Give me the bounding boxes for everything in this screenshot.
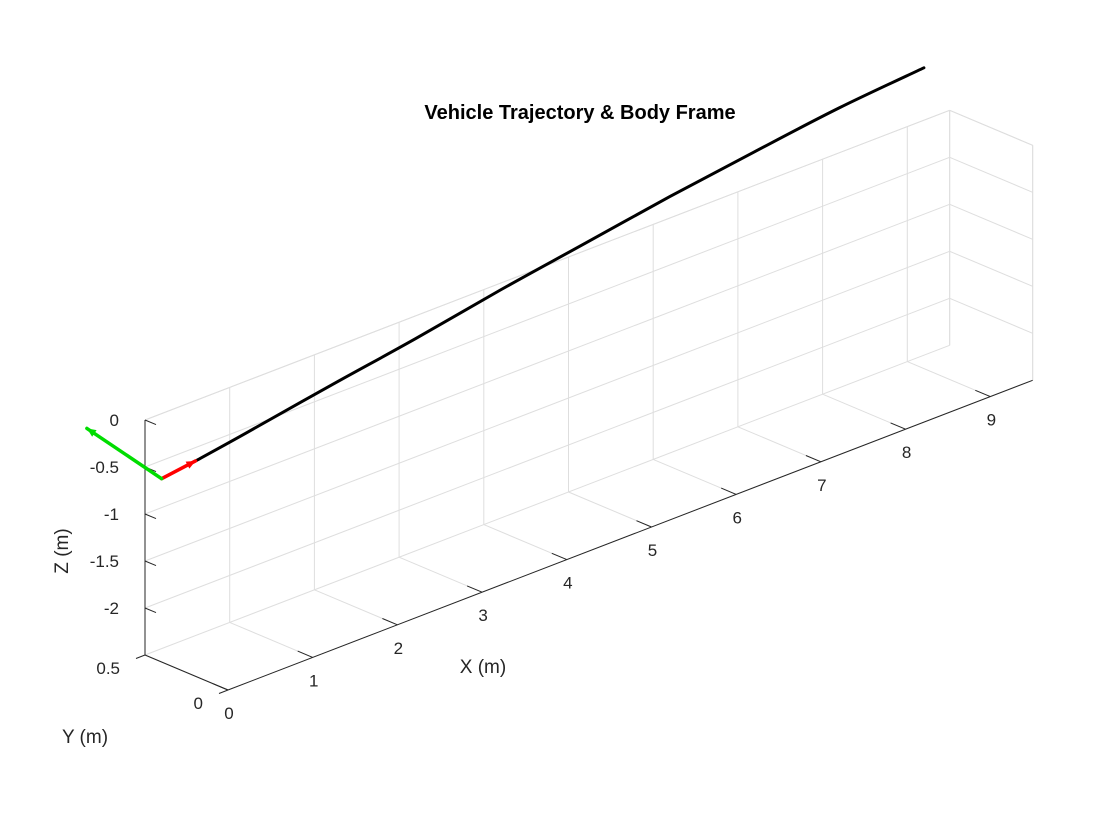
- x-tick-label: 7: [817, 476, 826, 495]
- x-axis-label: X (m): [460, 657, 506, 678]
- box-edge: [949, 109, 1033, 146]
- grid-layer: [144, 109, 1034, 691]
- body-frame-x-arrow-head: [185, 460, 196, 469]
- body-frame-y-arrow: [85, 426, 164, 481]
- z-axis-label: Z (m): [52, 528, 73, 573]
- chart-title: Vehicle Trajectory & Body Frame: [424, 102, 735, 124]
- grid-line-back-z: [144, 297, 950, 609]
- trajectory-line: [194, 66, 926, 463]
- x-tick-label: 1: [309, 671, 318, 690]
- x-tick-mark: [382, 618, 398, 626]
- z-tick-label: -0.5: [90, 458, 119, 477]
- body-frame-y-arrow-head: [86, 428, 97, 437]
- z-tick-mark: [144, 560, 157, 567]
- x-tick-label: 6: [732, 508, 741, 527]
- x-tick-mark: [636, 520, 652, 528]
- grid-line-back-z: [144, 203, 950, 515]
- z-tick-label: -1.5: [90, 552, 119, 571]
- z-tick-mark: [144, 513, 157, 520]
- x-tick-mark: [890, 422, 906, 430]
- grid-line-floor-y: [144, 344, 950, 656]
- x-tick-mark: [805, 455, 822, 463]
- axis-layer: 0 1 2 3 4 5 6 7 8 9 0 0.5 0 -0.5 -1 -1.5 -2: [90, 379, 1033, 723]
- z-tick-mark: [144, 419, 157, 426]
- x-tick-label: 0: [224, 704, 233, 723]
- y-tick-mark: [135, 654, 146, 659]
- x-axis-line: [227, 379, 1033, 691]
- z-tick-mark: [144, 607, 157, 614]
- y-tick-label: 0.5: [96, 659, 120, 678]
- z-tick-label: 0: [110, 411, 119, 430]
- z-tick-label: -2: [104, 599, 119, 618]
- x-tick-mark: [466, 585, 483, 593]
- x-tick-label: 4: [563, 574, 572, 593]
- grid-line-side-z: [949, 250, 1033, 287]
- x-tick-mark: [551, 552, 567, 561]
- x-tick-label: 2: [394, 639, 403, 658]
- grid-line-side-z: [949, 297, 1033, 334]
- y-tick-mark: [218, 689, 229, 694]
- grid-line-back-z: [144, 250, 950, 562]
- y-tick-label: 0: [194, 694, 203, 713]
- x-tick-mark: [721, 487, 737, 495]
- x-tick-mark: [297, 650, 313, 658]
- grid-line-side-z: [949, 203, 1033, 240]
- x-tick-label: 5: [648, 541, 657, 560]
- grid-line-side-z: [949, 156, 1033, 193]
- data-layer: [85, 66, 926, 481]
- x-tick-mark: [975, 389, 991, 398]
- x-tick-label: 9: [987, 411, 996, 430]
- x-tick-label: 3: [478, 606, 487, 625]
- y-axis-label: Y (m): [62, 727, 108, 748]
- x-tick-label: 8: [902, 443, 911, 462]
- label-layer: Vehicle Trajectory & Body Frame X (m) Y …: [52, 102, 736, 748]
- z-tick-label: -1: [104, 505, 119, 524]
- x-tick-mark: [212, 683, 229, 691]
